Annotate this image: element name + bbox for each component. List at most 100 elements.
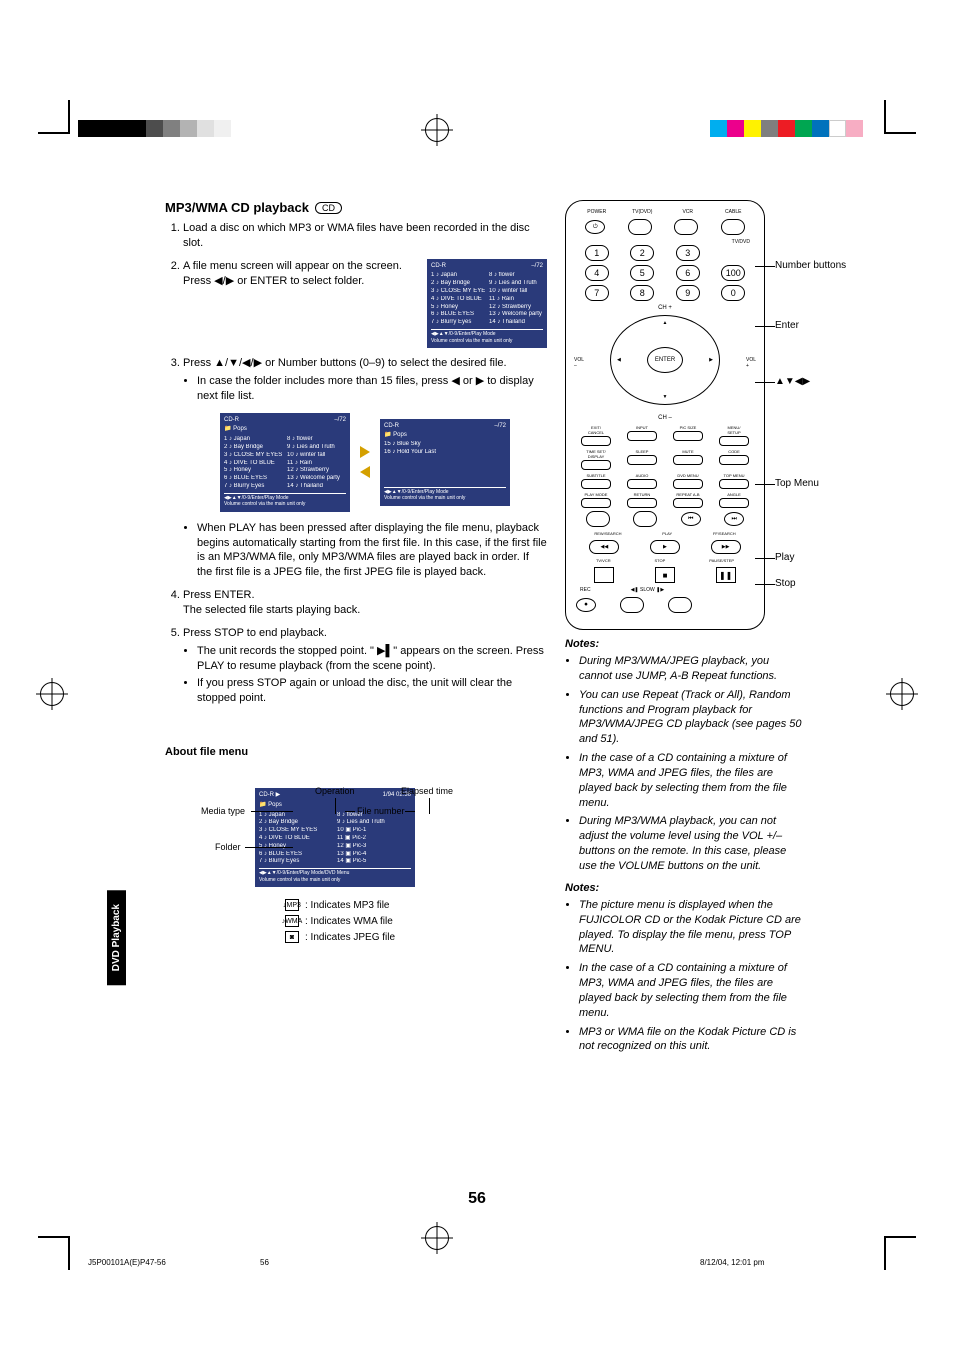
remote-label: TV/VCR (596, 558, 611, 563)
chrtn-button (633, 511, 657, 527)
slow-rev-button (620, 597, 644, 613)
osd-item: 8 ♪ flower (489, 272, 543, 280)
osd-item: 3 ♪ CLOSE MY EYES (224, 452, 283, 460)
osd-footer2: Volume control via the main unit only (384, 495, 506, 502)
remote-label: DVD MENU (666, 473, 710, 478)
remote-button (627, 431, 657, 441)
crop-mark (68, 100, 70, 134)
number-button: 4 (585, 265, 609, 281)
skip-next-button: ⏭ (724, 512, 744, 526)
fm-label-operation: Operation (315, 786, 355, 796)
callout-enter: Enter (775, 320, 799, 331)
fm-label-filenum: File number (357, 806, 405, 816)
osd-item: 11 ▣ Pic-2 (337, 835, 411, 843)
rec-button: ⏺ (576, 598, 596, 612)
osd-item: 7 ♪ Blurry Eyes (431, 319, 485, 327)
jpeg-icon: ◙ (285, 931, 299, 943)
cd-badge: CD (315, 202, 342, 214)
osd-item: 14 ♪ Thailand (287, 483, 346, 491)
remote-label: PAUSE/STEP (709, 558, 734, 563)
color-swatch (812, 120, 829, 137)
arrow-pair (360, 446, 370, 478)
osd-item: 9 ♪ Lies and Truth (489, 280, 543, 288)
page-number: 56 (0, 1190, 954, 1208)
step-4-text2: The selected file starts playing back. (183, 603, 547, 618)
step-2-text2: Press ◀/▶ or ENTER to select folder. (183, 274, 419, 289)
color-bar-left (78, 120, 231, 137)
note-item: You can use Repeat (Track or All), Rando… (579, 688, 805, 747)
step-3-bullet: In case the folder includes more than 15… (197, 374, 547, 404)
note-item: In the case of a CD containing a mixture… (579, 751, 805, 810)
arrow-right-icon (360, 446, 370, 458)
osd-footer2: Volume control via the main unit only (259, 877, 411, 884)
remote-label: REW/SEARCH (594, 531, 621, 536)
osd-item: 1 ♪ Japan (431, 272, 485, 280)
osd-item: 4 ♪ DIVE TO BLUE (431, 296, 485, 304)
remote-button (719, 455, 749, 465)
remote-label: INPUT (620, 425, 664, 430)
color-bar-right (710, 120, 863, 137)
osd-item: 2 ♪ Bay Bridge (431, 280, 485, 288)
osd-item: 10 ♪ winter fall (287, 452, 346, 460)
remote-button (673, 479, 703, 489)
crop-mark (884, 1236, 886, 1270)
file-menu-section: About file menu Operation Elapsed time M… (165, 746, 547, 943)
step-2-text: A file menu screen will appear on the sc… (183, 259, 419, 274)
color-swatch (163, 120, 180, 137)
osd-item: 11 ♪ Rain (287, 460, 346, 468)
remote-label: TOP MENU (712, 473, 756, 478)
number-button: 6 (676, 265, 700, 281)
tvvcr-button (594, 567, 614, 583)
mp3-icon: ♪MP3 (285, 899, 299, 911)
slow-fwd-button (668, 597, 692, 613)
osd-item: 4 ♪ DIVE TO BLUE (224, 460, 283, 468)
osd-item: 10 ▣ Pic-1 (337, 827, 411, 835)
osd-item: 3 ♪ CLOSE MY EYES (259, 827, 333, 835)
enter-button: ENTER (647, 347, 683, 373)
color-swatch (795, 120, 812, 137)
step-5-bullet: The unit records the stopped point. " ▶▌… (197, 644, 547, 674)
step-3-text: Press ▲/▼/◀/▶ or Number buttons (0–9) to… (183, 356, 547, 371)
leader-line (429, 798, 430, 814)
osd-item: 4 ♪ DIVE TO BLUE (259, 835, 333, 843)
leader-line (251, 811, 293, 812)
step-4-text: Press ENTER. (183, 588, 547, 603)
note-item: In the case of a CD containing a mixture… (579, 961, 805, 1020)
wma-icon: ♪WMA (285, 915, 299, 927)
number-button: 7 (585, 285, 609, 301)
remote-label: RETURN (620, 492, 664, 497)
number-button: 0 (721, 285, 745, 301)
remote-label: TIME SET/ DISPLAY (574, 449, 618, 459)
note-item: During MP3/WMA playback, you can not adj… (579, 814, 805, 873)
remote-label: CABLE (721, 209, 745, 215)
color-swatch (112, 120, 129, 137)
osd-folder-name: Pops (233, 426, 247, 432)
callout-play: Play (775, 552, 794, 563)
step-5-text: Press STOP to end playback. (183, 626, 547, 641)
note-item: The picture menu is displayed when the F… (579, 898, 805, 957)
crop-mark (68, 1236, 70, 1270)
footer-mid: 56 (260, 1258, 269, 1267)
leader-line (335, 798, 336, 814)
remote-button (673, 455, 703, 465)
color-swatch (180, 120, 197, 137)
osd-footer2: Volume control via the main unit only (224, 501, 346, 508)
osd-title: CD-R (431, 263, 446, 271)
legend-mp3: ♪MP3: Indicates MP3 file (285, 899, 547, 911)
notes-title-1: Notes: (565, 638, 805, 650)
vol-plus-label: VOL + (746, 357, 756, 369)
osd-item: 7 ♪ Blurry Eyes (259, 858, 333, 866)
osd-count: –/72 (494, 423, 506, 431)
skip-prev-button: ⏮ (681, 512, 701, 526)
color-swatch (710, 120, 727, 137)
notes-list-1: During MP3/WMA/JPEG playback, you cannot… (565, 654, 805, 874)
remote-button (581, 498, 611, 508)
osd-item: 12 ♪ Strawberry (287, 467, 346, 475)
osd-title: CD-R (384, 423, 399, 431)
remote-label: POWER (585, 209, 609, 215)
leader-line (405, 811, 415, 812)
color-swatch (761, 120, 778, 137)
notes-list-2: The picture menu is displayed when the F… (565, 898, 805, 1054)
steps-list: Load a disc on which MP3 or WMA files ha… (165, 221, 547, 706)
step-4: Press ENTER. The selected file starts pl… (183, 588, 547, 618)
